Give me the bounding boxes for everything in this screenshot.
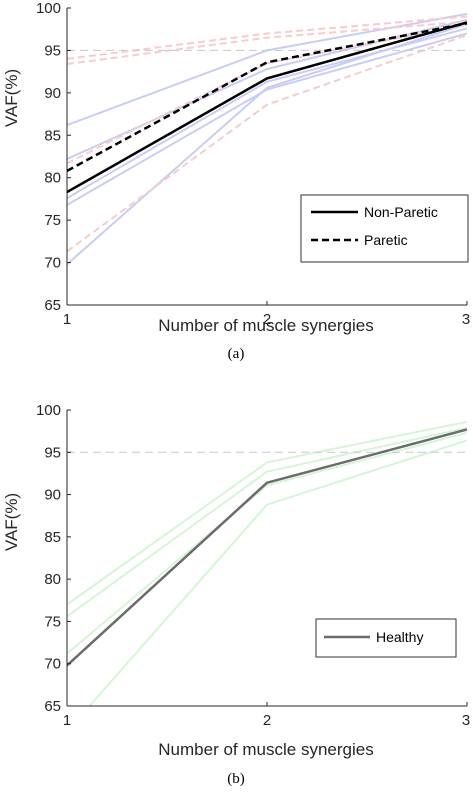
y-tick-label: 85: [44, 127, 61, 144]
y-tick-label: 75: [44, 613, 61, 630]
y-tick-labels: 65 70 75 80 85 90 95 100: [36, 0, 71, 314]
x-tick-labels: 1 2 3: [63, 301, 470, 328]
legend: Non-Paretic Paretic: [300, 194, 469, 263]
y-tick-label: 65: [44, 698, 61, 715]
y-axis-label: VAF(%): [2, 69, 21, 127]
individual-line-5: [67, 23, 467, 266]
y-tick-label: 65: [44, 297, 61, 314]
series-line-non-paretic: [67, 21, 467, 194]
individual-line-4: [67, 32, 467, 206]
individual-line-6: [67, 20, 467, 65]
x-tick-label: 1: [63, 311, 71, 328]
y-axis-label: VAF(%): [2, 493, 21, 551]
individual-line-2: [67, 426, 467, 618]
legend-label-healthy: Healthy: [376, 629, 423, 645]
x-tick-label: 3: [462, 712, 470, 729]
individual-line-8: [67, 24, 467, 165]
y-tick-label: 80: [44, 170, 61, 187]
y-tick-label: 90: [44, 487, 61, 504]
individual-line-4: [88, 439, 467, 706]
x-axis-label: Number of muscle synergies: [158, 740, 373, 759]
series-line-healthy: [67, 428, 467, 667]
legend: Healthy: [315, 618, 457, 658]
y-tick-label: 70: [44, 656, 61, 673]
axes: [66, 410, 467, 707]
x-tick-label: 1: [63, 712, 71, 729]
x-tick-labels: 1 2 3: [63, 702, 470, 729]
y-tick-label: 85: [44, 529, 61, 546]
individual-line-3: [67, 431, 467, 655]
y-tick-label: 70: [44, 255, 61, 272]
caption-a: (a): [228, 346, 245, 362]
x-axis-label: Number of muscle synergies: [158, 316, 373, 335]
y-tick-label: 90: [44, 85, 61, 102]
chart-panel-a: 65 70 75 80 85 90 95 100 1 2 3 VAF(%) Number of m…: [2, 0, 470, 362]
y-tick-label: 75: [44, 212, 61, 229]
series-line-paretic: [67, 22, 467, 172]
y-tick-label: 100: [36, 402, 61, 419]
x-tick-label: 2: [263, 311, 271, 328]
mean-lines: [67, 428, 467, 667]
individual-line-3: [67, 27, 467, 199]
legend-box: [300, 194, 469, 263]
individual-lines: [67, 420, 467, 706]
y-tick-label: 100: [36, 0, 61, 17]
mean-lines: [67, 21, 467, 194]
caption-b: (b): [227, 771, 245, 787]
y-tick-label: 95: [44, 444, 61, 461]
legend-label-paretic: Paretic: [364, 232, 408, 248]
chart-panel-b: 65 70 75 80 85 90 95 100 1 2 3 VAF(%) Number of m…: [2, 402, 470, 787]
y-tick-labels: 65 70 75 80 85 90 95 100: [36, 402, 71, 715]
individual-line-9: [67, 34, 467, 253]
x-tick-label: 3: [462, 311, 470, 328]
y-tick-label: 95: [44, 42, 61, 59]
x-tick-label: 2: [263, 712, 271, 729]
y-tick-label: 80: [44, 571, 61, 588]
legend-label-non-paretic: Non-Paretic: [364, 204, 438, 220]
individual-line-1: [67, 420, 467, 606]
